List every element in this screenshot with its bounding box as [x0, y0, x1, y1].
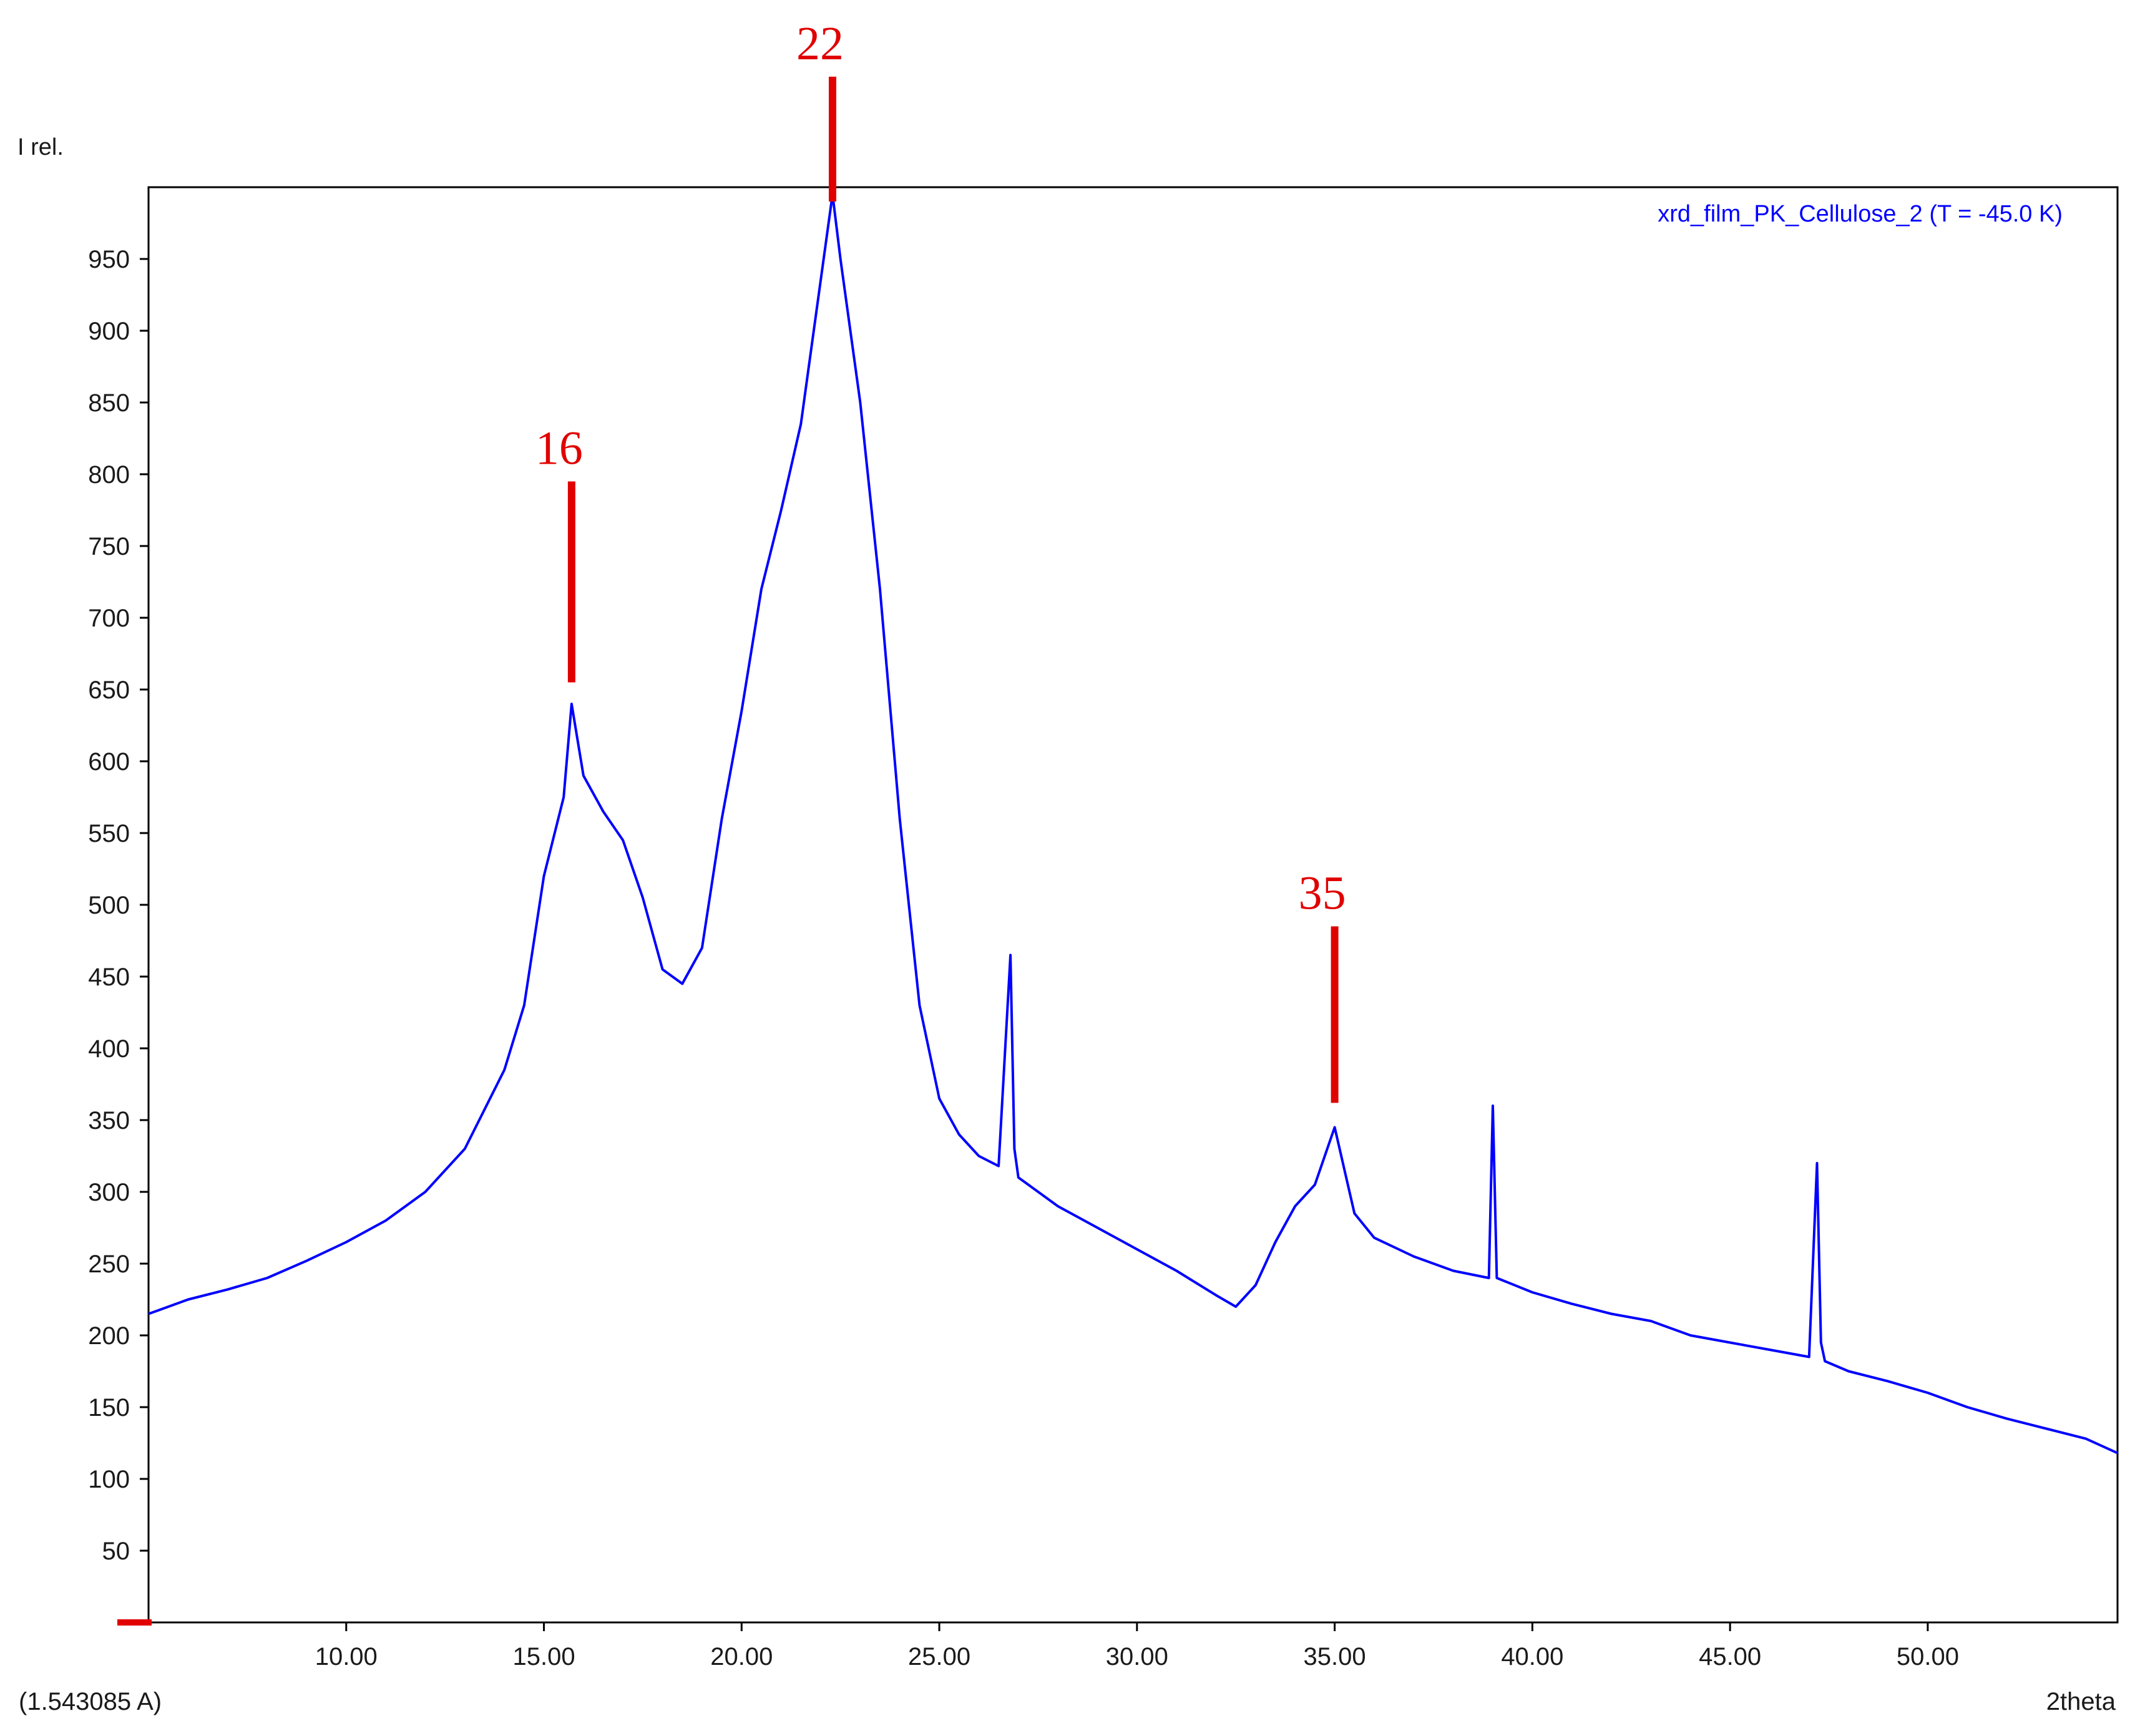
- y-tick-label: 500: [88, 892, 130, 919]
- legend-entry: xrd_film_PK_Cellulose_2 (T = -45.0 K): [1658, 201, 2063, 227]
- x-tick-label: 45.00: [1699, 1643, 1761, 1670]
- peak-label: 16: [535, 422, 583, 475]
- wavelength-label: (1.543085 A): [19, 1688, 162, 1715]
- tick-layer: 50 100 150 200 250 300 350 400 450 500 550 600 650 70…: [88, 246, 1959, 1670]
- annotation-layer: 16 22 35: [535, 17, 1346, 1103]
- y-tick-label: 550: [88, 820, 130, 847]
- y-tick-label: 600: [88, 748, 130, 776]
- x-tick-label: 40.00: [1501, 1643, 1563, 1670]
- y-tick-label: 300: [88, 1179, 130, 1206]
- y-tick-label: 150: [88, 1394, 130, 1421]
- x-tick-label: 30.00: [1106, 1643, 1168, 1670]
- y-tick-label: 450: [88, 963, 130, 991]
- y-axis-label: I rel.: [17, 134, 64, 160]
- peak-label: 35: [1299, 867, 1346, 920]
- x-tick-label: 35.00: [1304, 1643, 1366, 1670]
- plot-frame: [147, 186, 2119, 1624]
- x-tick-label: 20.00: [710, 1643, 773, 1670]
- peak-label: 22: [796, 17, 844, 70]
- y-tick-label: 200: [88, 1322, 130, 1350]
- x-tick-label: 10.00: [315, 1643, 378, 1670]
- y-tick-label: 750: [88, 533, 130, 560]
- y-tick-label: 650: [88, 676, 130, 704]
- y-tick-label: 350: [88, 1107, 130, 1134]
- y-tick-label: 400: [88, 1035, 130, 1063]
- y-tick-label: 700: [88, 605, 130, 632]
- y-tick-label: 800: [88, 461, 130, 489]
- series-line-0: [148, 193, 2118, 1455]
- y-tick-label: 250: [88, 1251, 130, 1278]
- y-tick-label: 100: [88, 1466, 130, 1493]
- x-tick-label: 25.00: [908, 1643, 970, 1670]
- y-tick-label: 900: [88, 318, 130, 345]
- y-tick-label: 50: [102, 1538, 130, 1565]
- y-tick-label: 950: [88, 246, 130, 273]
- y-tick-label: 850: [88, 389, 130, 417]
- x-axis-label: 2theta: [2046, 1688, 2116, 1715]
- series-layer: [148, 193, 2118, 1455]
- x-tick-label: 15.00: [512, 1643, 575, 1670]
- x-tick-label: 50.00: [1897, 1643, 1959, 1670]
